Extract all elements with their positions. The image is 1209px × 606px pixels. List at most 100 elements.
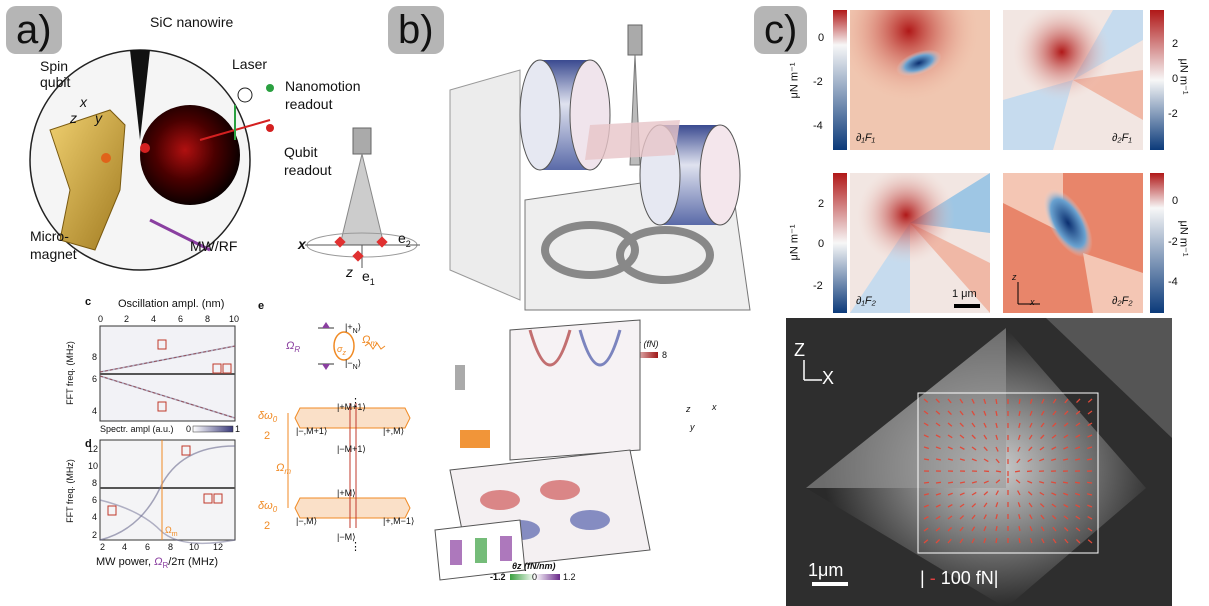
force-arrow xyxy=(936,482,941,483)
force-arrow xyxy=(1076,540,1080,543)
force-arrow xyxy=(936,435,940,437)
d-xtick-2: 2 xyxy=(100,542,105,552)
map-label-1: ∂₂F₁ xyxy=(1112,132,1132,144)
e-dots-bottom: ⋮ xyxy=(350,540,361,553)
force-arrow xyxy=(924,423,928,426)
force-arrow xyxy=(1039,459,1044,461)
force-arrow xyxy=(1040,504,1044,507)
force-arrow xyxy=(948,399,951,403)
force-arrow xyxy=(984,515,986,519)
force-arrow xyxy=(1076,411,1080,414)
force-arrow xyxy=(1030,411,1032,416)
c-top-tick-3: 6 xyxy=(178,314,183,324)
force-arrow xyxy=(1075,494,1080,495)
force-arrow xyxy=(1065,411,1068,415)
force-arrow xyxy=(1041,515,1044,519)
force-arrow xyxy=(996,491,998,495)
force-arrow xyxy=(1075,482,1080,483)
force-arrow xyxy=(1063,493,1068,495)
label-micro: Micro- xyxy=(30,228,69,244)
force-arrow xyxy=(1019,423,1020,428)
force-arrow xyxy=(984,526,986,531)
e-level-1: |−,M+1⟩ xyxy=(296,426,327,437)
label-axis-y: y xyxy=(95,110,102,126)
sem-force-arrows xyxy=(918,393,1098,553)
label-qubit: qubit xyxy=(40,74,70,90)
force-arrow xyxy=(1065,539,1068,543)
force-arrow xyxy=(996,423,997,428)
force-arrow xyxy=(972,527,975,531)
force-arrow xyxy=(936,447,941,449)
force-arrow xyxy=(1064,505,1068,507)
force-arrow xyxy=(960,411,963,415)
force-arrow xyxy=(984,503,987,507)
e-dots-top: ⋮ xyxy=(350,396,361,409)
force-arrow xyxy=(924,517,928,519)
force-arrow xyxy=(1040,492,1044,495)
force-arrow xyxy=(924,528,928,531)
force-arrow xyxy=(1051,459,1056,460)
cbar-bl-tick-1: 0 xyxy=(818,238,824,250)
c-top-tick-5: 10 xyxy=(229,314,239,324)
heatmap-d1f1 xyxy=(850,10,990,150)
force-arrow xyxy=(960,423,963,427)
force-arrow xyxy=(1076,516,1080,519)
d-omega-m: Ωm xyxy=(165,525,178,538)
b-bottom-tick-1: 0 xyxy=(532,572,537,582)
panel-c-letter: c xyxy=(85,296,91,308)
force-arrow xyxy=(960,539,963,543)
force-arrow xyxy=(1041,527,1044,531)
c-cbar-label: Spectr. ampl (a.u.) xyxy=(100,424,174,434)
force-arrow xyxy=(960,435,964,438)
scale-top-label: 1 μm xyxy=(952,288,977,300)
force-arrow xyxy=(1075,459,1080,460)
force-arrow xyxy=(1027,481,1032,483)
c-cbar xyxy=(193,426,233,432)
force-arrow xyxy=(984,399,986,404)
force-arrow xyxy=(1087,494,1092,495)
force-arrow xyxy=(996,514,997,519)
e-omega-r: ΩR xyxy=(286,340,300,354)
force-arrow xyxy=(1041,411,1044,415)
label-nanomotion-readout: readout xyxy=(285,96,332,112)
e-sigma-z: σz xyxy=(337,344,346,357)
force-arrow xyxy=(1053,539,1056,543)
force-arrow xyxy=(1042,399,1044,403)
force-arrow xyxy=(996,502,998,507)
force-arrow xyxy=(1018,447,1020,452)
force-arrow xyxy=(996,538,997,543)
force-arrow xyxy=(924,399,928,402)
cbar-tr-tick-2: -2 xyxy=(1168,108,1178,120)
d-ylabel: FFT freq. (MHz) xyxy=(65,459,75,523)
force-arrow xyxy=(984,423,986,428)
cbar-tr-tick-0: 2 xyxy=(1172,38,1178,50)
force-arrow xyxy=(936,516,940,519)
b-axis-x: x xyxy=(712,402,717,412)
force-arrow xyxy=(948,447,953,449)
force-arrow xyxy=(960,482,965,483)
d-ytick-8: 8 xyxy=(92,478,97,488)
force-arrow xyxy=(1018,491,1020,495)
b-bottom-cbar-label: θz (fN/nm) xyxy=(512,561,556,571)
force-arrow xyxy=(984,435,987,439)
force-arrow xyxy=(1040,447,1044,450)
sem-scale-label: 1μm xyxy=(808,560,843,581)
force-arrow xyxy=(984,481,989,483)
force-arrow xyxy=(948,539,951,543)
force-arrow xyxy=(1063,482,1068,483)
force-arrow xyxy=(960,399,963,403)
force-arrow xyxy=(1076,423,1080,426)
force-arrow xyxy=(1088,517,1092,519)
label-nanomotion: Nanomotion xyxy=(285,78,361,94)
force-arrow xyxy=(996,399,997,404)
unit-bl: μN m⁻¹ xyxy=(787,225,800,261)
force-arrow xyxy=(924,482,929,483)
label-sic-nanowire: SiC nanowire xyxy=(150,14,233,30)
b-bottom-tick-0: -1.2 xyxy=(490,572,506,582)
force-arrow xyxy=(936,494,941,495)
c-top-tick-1: 2 xyxy=(124,314,129,324)
force-arrow xyxy=(1087,447,1092,448)
b-axis-z: z xyxy=(686,404,691,414)
force-arrow xyxy=(1029,435,1032,439)
force-arrow xyxy=(948,516,952,519)
